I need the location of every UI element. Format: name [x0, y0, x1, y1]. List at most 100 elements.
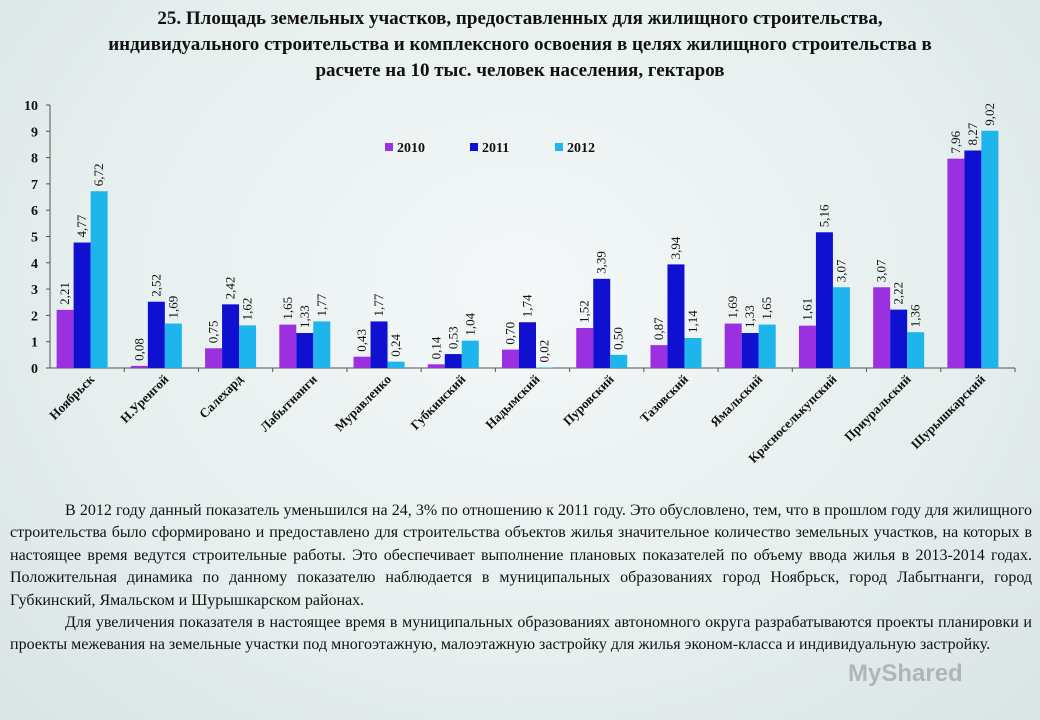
y-tick-label: 5 — [31, 231, 38, 246]
bar — [205, 348, 223, 368]
category-label: Салехард — [196, 371, 246, 421]
bar — [947, 158, 965, 368]
bar — [890, 309, 908, 368]
data-label: 9,02 — [982, 103, 997, 126]
data-label: 1,77 — [314, 293, 329, 316]
category-label: Тазовский — [637, 371, 692, 426]
data-label: 0,43 — [354, 329, 369, 352]
data-label: 2,21 — [57, 282, 72, 305]
data-label: 1,04 — [462, 312, 477, 335]
y-tick-label: 6 — [31, 204, 38, 219]
bar — [279, 324, 297, 368]
bar — [427, 364, 445, 368]
bar — [519, 322, 536, 368]
category-label: Шурышкарский — [908, 371, 989, 452]
bar — [239, 325, 257, 368]
data-label: 3,07 — [833, 259, 848, 282]
y-tick-label: 7 — [31, 178, 38, 193]
bar — [387, 361, 405, 368]
data-label: 0,87 — [651, 317, 666, 340]
data-label: 1,65 — [280, 297, 295, 320]
data-label: 5,16 — [816, 204, 831, 227]
y-tick-label: 9 — [31, 125, 38, 140]
chart-legend: 2010 2011 2012 — [385, 141, 595, 156]
chart-bars: 2,21 4,77 6,72 0,08 2,52 1,69 0,75 2,421,62 1,65… — [56, 103, 999, 368]
data-label: 1,69 — [725, 296, 740, 319]
bar — [147, 301, 165, 368]
data-label: 1,77 — [371, 293, 386, 316]
bar — [536, 367, 553, 368]
data-label: 1,61 — [799, 298, 814, 321]
bar — [222, 304, 240, 368]
data-label: 0,75 — [206, 321, 221, 344]
y-tick-label: 0 — [31, 362, 38, 377]
data-label: 1,74 — [520, 294, 535, 317]
bar — [353, 356, 371, 368]
bar — [964, 150, 982, 368]
data-label: 2,42 — [223, 277, 238, 300]
bar — [667, 264, 685, 368]
data-label: 0,02 — [537, 340, 552, 363]
bar — [798, 325, 816, 368]
bar — [73, 242, 91, 368]
category-label: Муравленко — [332, 372, 395, 435]
title-line-1: 25. Площадь земельных участков, предоста… — [157, 8, 883, 29]
bar — [444, 354, 462, 368]
bar — [296, 333, 314, 368]
data-label: 3,94 — [668, 236, 683, 259]
bar — [907, 332, 925, 368]
bar — [724, 323, 742, 368]
bar — [610, 354, 628, 368]
data-label: 1,33 — [742, 305, 757, 328]
watermark-logo: MyShared — [848, 660, 963, 687]
data-label: 1,14 — [685, 310, 700, 333]
bar — [981, 130, 999, 368]
paragraph-1: В 2012 году данный показатель уменьшился… — [10, 502, 1032, 609]
data-label: 0,08 — [131, 338, 146, 361]
y-tick-label: 1 — [31, 336, 38, 351]
data-label: 0,50 — [611, 327, 626, 350]
bar — [130, 365, 148, 368]
data-label: 0,70 — [503, 322, 518, 345]
bar-chart: 0 1 2 3 4 5 6 7 8 9 10 Ноябрьск Н.Уренгой Салехард Лаб… — [24, 99, 1016, 466]
bar — [164, 323, 182, 368]
legend-label: 2010 — [397, 141, 425, 156]
title-line-2: индивидуального строительства и комплекс… — [108, 34, 932, 55]
category-label: Лабытнанги — [257, 371, 320, 434]
bar — [758, 324, 776, 368]
bar — [576, 328, 594, 368]
data-label: 1,65 — [759, 297, 774, 320]
bar — [56, 309, 74, 368]
data-label: 6,72 — [91, 164, 106, 187]
data-label: 3,07 — [874, 259, 889, 282]
data-label: 3,39 — [594, 251, 609, 274]
bar — [90, 191, 108, 368]
bar — [650, 345, 668, 368]
bar — [873, 287, 891, 368]
data-label: 2,52 — [148, 274, 163, 297]
data-label: 1,36 — [908, 304, 923, 327]
category-label: Губкинский — [407, 371, 468, 432]
legend-swatch — [470, 143, 478, 151]
category-label: Н.Уренгой — [117, 371, 172, 426]
y-tick-label: 8 — [31, 152, 38, 167]
bar — [593, 278, 611, 368]
legend-swatch — [385, 143, 393, 151]
data-label: 4,77 — [74, 214, 89, 237]
title-line-3: расчете на 10 тыс. человек населения, ге… — [315, 60, 725, 81]
data-label: 1,62 — [240, 298, 255, 321]
bar — [370, 321, 388, 368]
data-label: 1,33 — [297, 305, 312, 328]
bar — [832, 287, 850, 368]
bar — [461, 340, 479, 368]
category-label: Приуральский — [841, 371, 914, 444]
data-label: 0,24 — [388, 333, 403, 356]
legend-label: 2011 — [482, 141, 509, 156]
y-tick-label: 4 — [31, 257, 38, 272]
data-label: 8,27 — [965, 122, 980, 145]
category-label: Надымский — [482, 371, 543, 432]
category-label: Ямальский — [707, 371, 765, 429]
legend-label: 2012 — [567, 141, 595, 156]
body-text: В 2012 году данный показатель уменьшился… — [10, 500, 1032, 657]
legend-swatch — [555, 143, 563, 151]
